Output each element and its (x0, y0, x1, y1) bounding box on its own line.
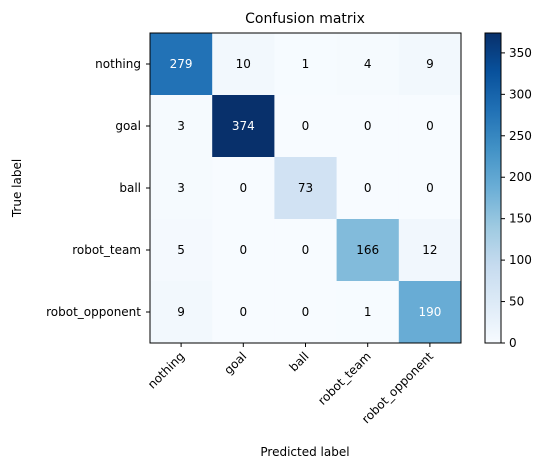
matrix-cell-value: 3 (177, 181, 185, 195)
matrix-cell-value: 0 (239, 181, 247, 195)
y-tick-label: goal (115, 119, 141, 133)
y-tick-label: robot_opponent (46, 305, 141, 319)
matrix-cell-value: 0 (302, 119, 310, 133)
matrix-cell-value: 190 (418, 305, 441, 319)
matrix-cell-value: 279 (170, 57, 193, 71)
matrix-cell (398, 281, 462, 344)
matrix-cell-value: 5 (177, 243, 185, 257)
matrix-cell (150, 157, 213, 220)
colorbar-tick-label: 300 (509, 87, 532, 101)
matrix-cell (398, 33, 462, 96)
colorbar-ticks: 0 50 100 150 200 250 300 350 (501, 46, 532, 350)
matrix-cell (336, 95, 400, 158)
matrix-cell (398, 157, 462, 220)
matrix-cell (336, 281, 400, 344)
matrix-cell-value: 73 (298, 181, 313, 195)
matrix-cell (336, 33, 400, 96)
matrix-cell (150, 219, 213, 282)
matrix-cell (212, 219, 275, 282)
x-tick-label: goal (221, 349, 249, 377)
colorbar-tick-label: 100 (509, 253, 532, 267)
matrix-cell (212, 33, 275, 96)
y-tick-label: robot_team (72, 243, 141, 257)
matrix-cell (336, 157, 400, 220)
y-tick-label: ball (119, 181, 141, 195)
colorbar-tick-label: 200 (509, 170, 532, 184)
matrix-cell-value: 0 (426, 119, 434, 133)
y-tick-label: nothing (95, 57, 141, 71)
matrix-cell-value: 0 (364, 119, 372, 133)
matrix-cell (274, 281, 338, 344)
matrix-cell (398, 95, 462, 158)
chart-title: Confusion matrix (245, 11, 365, 27)
matrix-cell-value: 0 (426, 181, 434, 195)
matrix-cell-value: 0 (239, 305, 247, 319)
matrix-cell-value: 12 (422, 243, 437, 257)
matrix-cell (398, 219, 462, 282)
matrix-cell (150, 95, 213, 158)
matrix-cell-value: 0 (302, 305, 310, 319)
matrix-cell-value: 10 (236, 57, 251, 71)
matrix-cell-value: 0 (302, 243, 310, 257)
colorbar-tick-label: 350 (509, 46, 532, 60)
matrix-cell-value: 0 (364, 181, 372, 195)
colorbar-tick-label: 250 (509, 129, 532, 143)
x-tick-label: robot_team (315, 349, 374, 408)
x-tick-label: ball (286, 349, 311, 374)
matrix-cell-value: 374 (232, 119, 255, 133)
matrix-cells (150, 33, 462, 344)
matrix-cell-value: 1 (364, 305, 372, 319)
colorbar (484, 32, 502, 344)
colorbar-tick-label: 50 (509, 295, 524, 309)
matrix-cell-value: 3 (177, 119, 185, 133)
matrix-cell (150, 281, 213, 344)
x-tick-label: nothing (145, 349, 187, 391)
matrix-cell (212, 281, 275, 344)
matrix-cell (274, 219, 338, 282)
colorbar-tick-label: 150 (509, 212, 532, 226)
y-axis-ticks: nothing goal ball robot_team robot_opponent (46, 57, 150, 319)
y-axis-label: True label (10, 159, 24, 218)
matrix-cell (212, 95, 275, 158)
matrix-cell (274, 95, 338, 158)
matrix-cell-value: 1 (302, 57, 310, 71)
matrix-cell-value: 4 (364, 57, 372, 71)
matrix-cell (212, 157, 275, 220)
colorbar-tick-label: 0 (509, 336, 517, 350)
matrix-cell-value: 9 (177, 305, 185, 319)
matrix-cell-value: 166 (356, 243, 379, 257)
matrix-cell (150, 33, 213, 96)
matrix-cell (274, 157, 338, 220)
matrix-cell-value: 0 (239, 243, 247, 257)
matrix-cell-labels: 279 10 1 4 9 3 374 0 0 0 3 0 73 0 0 5 0 0 166 12 9 0 0 1 190 (170, 57, 442, 319)
x-axis-label: Predicted label (260, 445, 349, 459)
matrix-cell-value: 9 (426, 57, 434, 71)
matrix-cell (274, 33, 338, 96)
matrix-cell (336, 219, 400, 282)
